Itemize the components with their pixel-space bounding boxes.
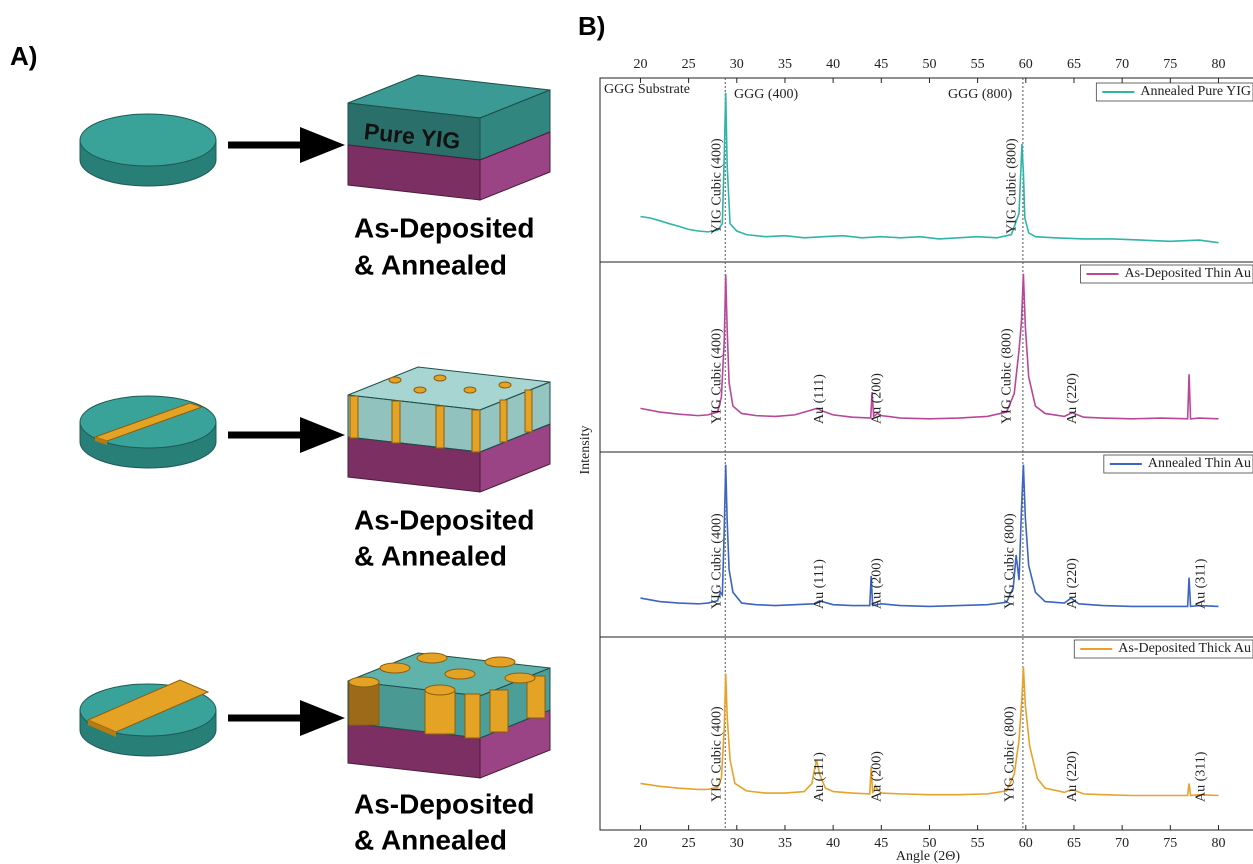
x-tick-label: 60 (1019, 57, 1033, 72)
caption: & Annealed (354, 249, 507, 280)
x-tick-label: 80 (1211, 57, 1225, 72)
caption: & Annealed (354, 540, 507, 571)
substrate-label: GGG (800) (948, 87, 1012, 102)
x-tick-label: 40 (826, 57, 840, 72)
peak-label: Au (111) (812, 374, 827, 424)
figure: A) Pure YIG As-Deposited & Annealed (0, 0, 1253, 864)
x-tick-label: 50 (922, 57, 936, 72)
x-tick-label: 70 (1115, 836, 1129, 851)
substrate-disc (80, 680, 216, 756)
arrow (228, 127, 345, 163)
panel-a: A) Pure YIG As-Deposited & Annealed (10, 41, 550, 856)
x-tick-label: 20 (633, 57, 647, 72)
x-tick-label: 20 (633, 836, 647, 851)
x-tick-label: 45 (874, 836, 888, 851)
peak-label: Au (311) (1193, 558, 1208, 609)
panel-label: A) (10, 41, 37, 71)
arrow (228, 417, 345, 453)
substrate-label: GGG (400) (734, 87, 798, 102)
cube (348, 367, 550, 492)
x-tick-label: 40 (826, 836, 840, 851)
peak-label: Au (220) (1065, 558, 1080, 609)
x-tick-label: 55 (971, 57, 985, 72)
x-tick-label: 75 (1163, 57, 1177, 72)
legend-label: As-Deposited Thin Au (1124, 266, 1251, 281)
legend-label: Annealed Pure YIG (1140, 84, 1251, 99)
peak-label: Au (200) (870, 558, 885, 609)
x-tick-label: 25 (682, 836, 696, 851)
x-tick-label: 30 (730, 57, 744, 72)
x-axis-title: Angle (2Θ) (896, 849, 960, 864)
caption: & Annealed (354, 824, 507, 855)
caption: As-Deposited (354, 788, 534, 819)
spectrum-line (640, 465, 1218, 607)
x-tick-label: 50 (922, 836, 936, 851)
x-tick-label: 60 (1019, 836, 1033, 851)
spectrum-line (640, 93, 1218, 243)
peak-label: YIG Cubic (400) (710, 138, 725, 234)
spectrum-line (640, 667, 1218, 796)
peak-label: YIG Cubic (800) (1003, 706, 1018, 802)
y-axis-title: Intensity (578, 426, 593, 475)
caption: As-Deposited (354, 504, 534, 535)
x-tick-label: 80 (1211, 836, 1225, 851)
x-tick-label: 35 (778, 57, 792, 72)
figure-canvas: A) Pure YIG As-Deposited & Annealed (0, 0, 1253, 864)
x-tick-label: 35 (778, 836, 792, 851)
x-tick-label: 45 (874, 57, 888, 72)
peak-label: Au (311) (1193, 751, 1208, 802)
panel-label: B) (578, 11, 605, 41)
peak-label: Au (200) (870, 373, 885, 424)
legend-label: Annealed Thin Au (1148, 456, 1251, 471)
peak-label: YIG Cubic (800) (1005, 138, 1020, 234)
substrate-disc (80, 396, 216, 468)
plot-frame (600, 78, 1253, 830)
peak-label: Au (220) (1065, 373, 1080, 424)
peak-label: Au (111) (812, 752, 827, 802)
panel-b: B) Angle (2Θ) Intensity 20 20 25 25 30 30 35 35… (578, 11, 1253, 864)
x-tick-label: 30 (730, 836, 744, 851)
cube (348, 653, 550, 778)
legend-label: As-Deposited Thick Au (1118, 641, 1251, 656)
x-tick-label: 25 (682, 57, 696, 72)
peak-label: YIG Cubic (400) (710, 706, 725, 802)
x-tick-label: 55 (971, 836, 985, 851)
substrate-disc (80, 114, 216, 186)
x-tick-label: 65 (1067, 836, 1081, 851)
x-tick-label: 75 (1163, 836, 1177, 851)
cube: Pure YIG (348, 75, 550, 200)
peak-label: Au (111) (812, 559, 827, 609)
peak-label: Au (220) (1065, 751, 1080, 802)
peak-label: YIG Cubic (400) (710, 328, 725, 424)
peak-label: YIG Cubic (800) (1000, 328, 1015, 424)
peak-label: YIG Cubic (400) (710, 513, 725, 609)
peak-label: Au (200) (870, 751, 885, 802)
caption: As-Deposited (354, 212, 534, 243)
peak-label: YIG Cubic (800) (1003, 513, 1018, 609)
x-tick-label: 70 (1115, 57, 1129, 72)
substrate-label: GGG Substrate (604, 82, 690, 97)
spectrum-line (640, 274, 1218, 419)
x-tick-label: 65 (1067, 57, 1081, 72)
arrow (228, 700, 345, 736)
